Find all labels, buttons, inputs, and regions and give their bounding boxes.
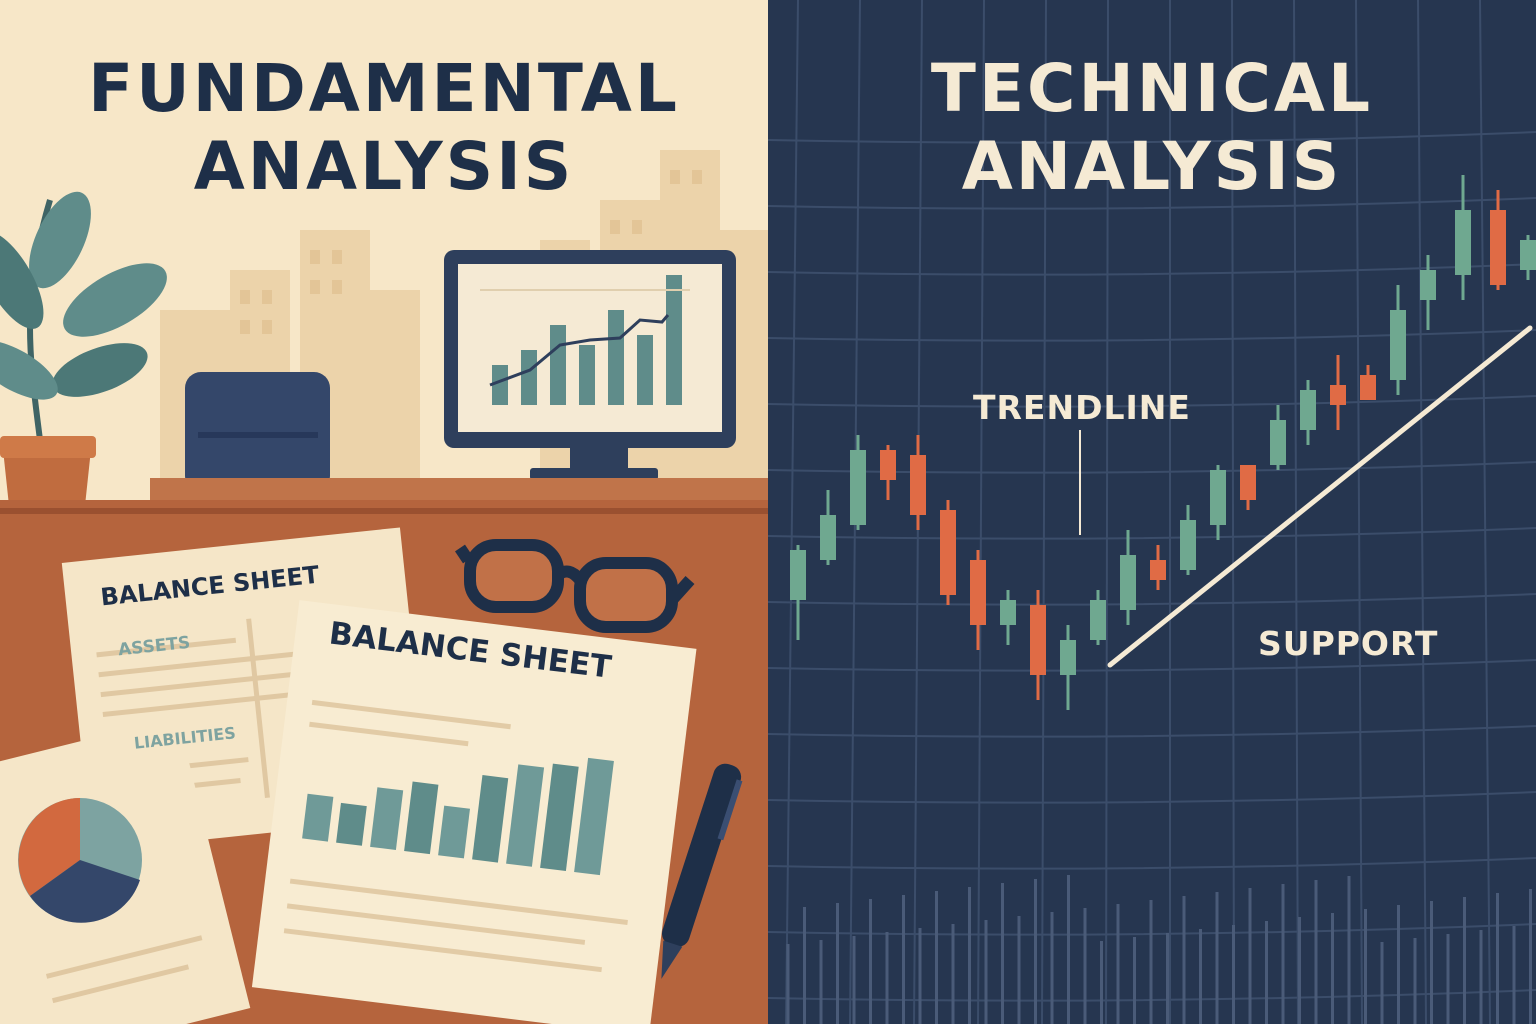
grid-horizontal-line: [768, 197, 1536, 210]
sheet-bar: [404, 781, 439, 855]
candle-body: [1360, 375, 1376, 400]
candle-body: [1520, 240, 1536, 270]
grid-vertical-line: [1105, 0, 1109, 1024]
fundamental-analysis-title: FUNDAMENTAL ANALYSIS: [0, 50, 768, 206]
grid-horizontal-line: [768, 131, 1536, 144]
candlestick-chart: [768, 0, 1536, 1024]
candle-body: [1330, 385, 1346, 405]
title-line-2: ANALYSIS: [961, 128, 1343, 205]
candle-body: [970, 560, 986, 625]
potted-plant: [0, 191, 167, 515]
grid-vertical-line: [1041, 0, 1047, 1024]
grid-horizontal-line: [768, 857, 1536, 870]
candle-body: [1000, 600, 1016, 625]
candle-body: [1030, 605, 1046, 675]
candle-body: [1270, 420, 1286, 465]
candle-body: [1090, 600, 1106, 640]
trendline-label: TRENDLINE: [973, 388, 1191, 427]
balance-sheet-bar-chart: [302, 757, 614, 876]
monitor-bar-chart: [480, 275, 690, 405]
candle-body: [1240, 465, 1256, 500]
candle-body: [1180, 520, 1196, 570]
sheet-bar: [438, 805, 470, 859]
grid-horizontal-line: [768, 791, 1536, 804]
candle-body: [1490, 210, 1506, 285]
sheet-bar: [302, 793, 334, 842]
candle-body: [790, 550, 806, 600]
sheet-bar: [506, 764, 545, 867]
technical-analysis-title: TECHNICAL ANALYSIS: [768, 50, 1536, 206]
title-line-1: FUNDAMENTAL: [88, 50, 680, 127]
grid-vertical-line: [1479, 0, 1491, 1024]
monitor-bar: [666, 275, 682, 405]
fundamental-illustration: BALANCE SHEET ASSETS LIABILITIES BALANCE…: [0, 150, 768, 1024]
grid-horizontal-line: [768, 659, 1536, 672]
grid-vertical-line: [1231, 0, 1235, 1024]
grid-vertical-line: [1293, 0, 1299, 1024]
grid-horizontal-line: [768, 395, 1536, 408]
grid-horizontal-line: [768, 329, 1536, 342]
grid-horizontal-line: [768, 593, 1536, 606]
monitor-bar: [550, 325, 566, 405]
candle-body: [1420, 270, 1436, 300]
candle-body: [1455, 210, 1471, 275]
sheet-bar: [336, 802, 367, 846]
candle-body: [820, 515, 836, 560]
glasses-icon: [455, 539, 695, 633]
candle-body: [1120, 555, 1136, 610]
office-chair: [185, 372, 330, 492]
monitor-bar: [637, 335, 653, 405]
skyline-windows: [240, 170, 702, 334]
candlestick-series: [790, 175, 1536, 710]
candle-body: [880, 450, 896, 480]
grid-vertical-line: [977, 0, 985, 1024]
grid-horizontal-line: [768, 263, 1536, 276]
pie-chart: [18, 798, 142, 923]
title-line-1: TECHNICAL: [930, 50, 1374, 127]
candle-body: [1150, 560, 1166, 580]
sheet-bar: [540, 763, 579, 871]
monitor-bar: [492, 365, 508, 405]
volume-bars: [786, 875, 1532, 1024]
grid-horizontal-line: [768, 461, 1536, 474]
grid-horizontal-line: [768, 527, 1536, 540]
monitor-bar: [521, 350, 537, 405]
candle-body: [910, 455, 926, 515]
grid-vertical-line: [785, 0, 799, 1024]
candle-body: [850, 450, 866, 525]
candle-body: [1060, 640, 1076, 675]
support-label: SUPPORT: [1258, 624, 1439, 663]
candle-body: [1300, 390, 1316, 430]
sheet-bar: [574, 757, 614, 876]
monitor-bar: [579, 345, 595, 405]
support-trendline: [1107, 325, 1533, 668]
fundamental-analysis-panel: BALANCE SHEET ASSETS LIABILITIES BALANCE…: [0, 50, 768, 1024]
technical-analysis-panel: TECHNICAL ANALYSIS TRENDLINE SUPPORT: [768, 0, 1536, 1024]
candle-body: [1390, 310, 1406, 380]
grid-horizontal-line: [768, 725, 1536, 738]
grid-vertical-line: [1355, 0, 1363, 1024]
monitor-bar: [608, 310, 624, 405]
monitor-line: [489, 314, 670, 387]
title-line-2: ANALYSIS: [193, 128, 575, 205]
grid-vertical-line: [1417, 0, 1427, 1024]
sheet-bar: [472, 775, 509, 863]
balance-sheet-front: [251, 600, 697, 1024]
pen-icon: [661, 763, 743, 979]
chart-grid: [768, 0, 1536, 1024]
candle-body: [940, 510, 956, 595]
desk-shelf: [150, 478, 768, 500]
candle-body: [1210, 470, 1226, 525]
sheet-bar: [370, 787, 404, 850]
